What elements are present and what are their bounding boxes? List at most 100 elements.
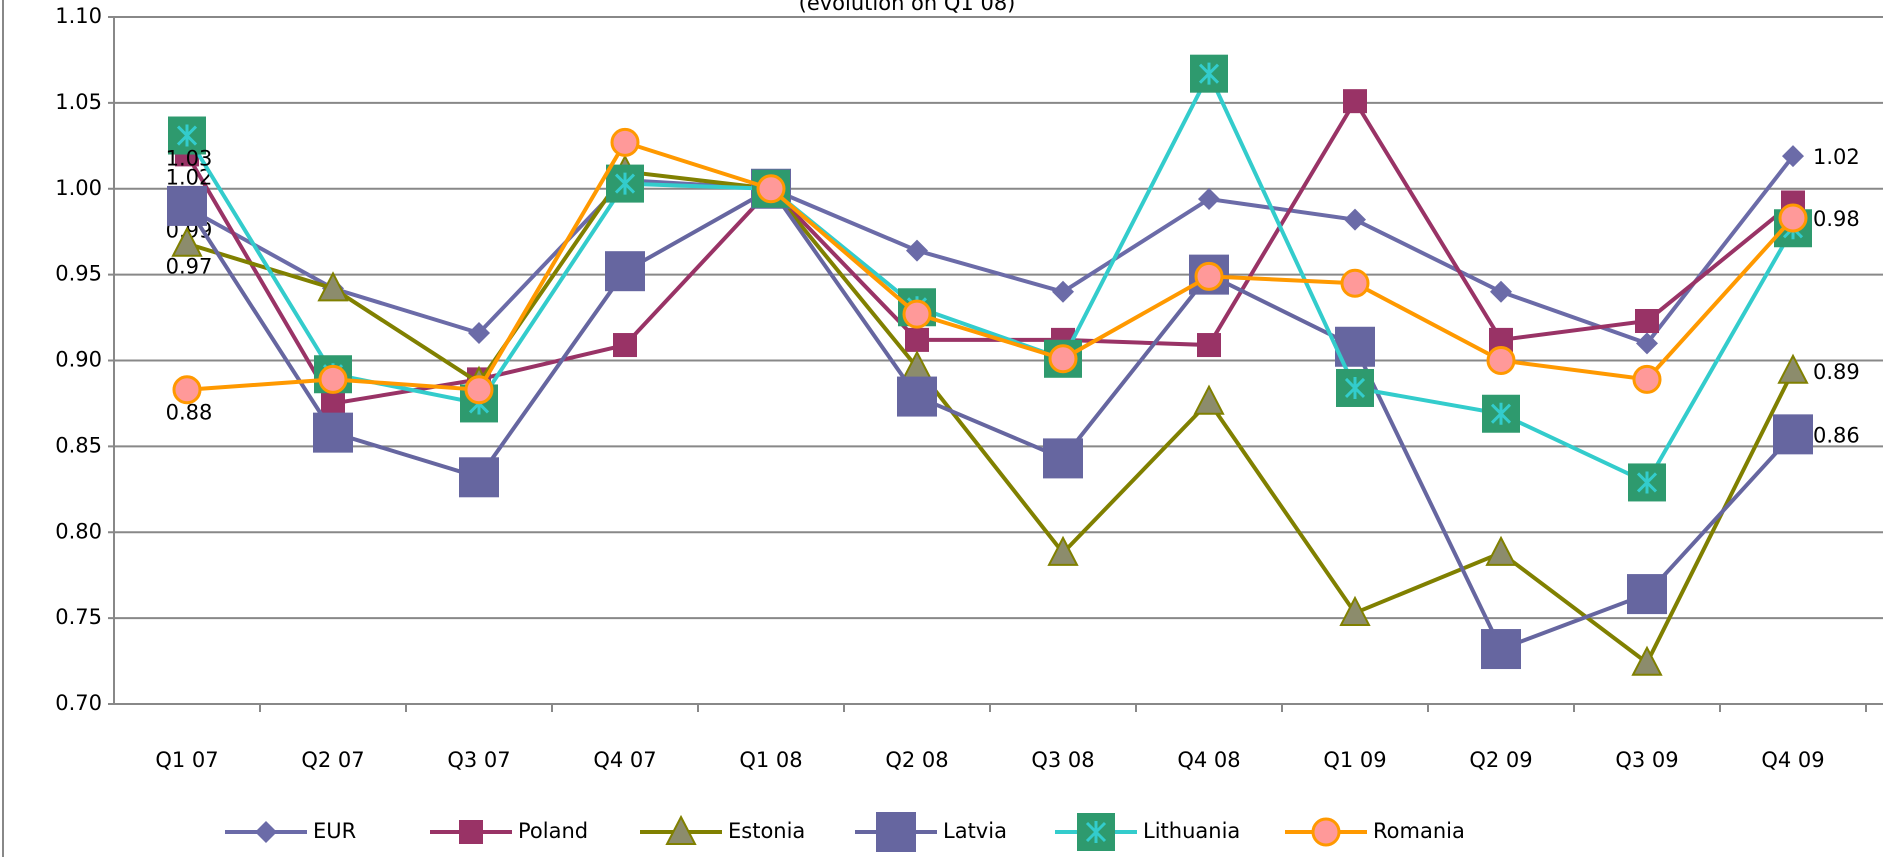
marker-shape (459, 457, 499, 498)
marker-shape (1636, 332, 1658, 355)
marker-shape (255, 821, 277, 843)
marker-shape (1194, 261, 1224, 291)
marker (1052, 280, 1074, 303)
series-line (185, 97, 1795, 406)
marker-shape (167, 185, 207, 226)
marker-shape (665, 814, 697, 845)
marker-shape (1340, 268, 1370, 298)
y-tick-label: 1.05 (55, 90, 102, 114)
marker-shape (172, 375, 202, 405)
marker (902, 299, 932, 329)
marker (255, 821, 277, 843)
y-tick-label: 0.80 (55, 519, 102, 543)
legend-label: Lithuania (1143, 819, 1240, 843)
marker-shape (1778, 203, 1808, 233)
marker-shape (1485, 535, 1517, 566)
marker (317, 271, 349, 302)
marker-shape (1198, 188, 1220, 211)
marker-shape (902, 299, 932, 329)
marker-shape (1481, 629, 1521, 670)
series-line (185, 69, 1795, 486)
marker-shape (464, 375, 494, 405)
y-tick-label: 0.90 (55, 348, 102, 372)
marker-shape (897, 376, 937, 417)
legend-label: EUR (313, 819, 356, 843)
data-label: 1.02 (1813, 145, 1860, 169)
marker-shape (1343, 89, 1367, 114)
marker (1047, 535, 1079, 566)
marker-shape (1052, 280, 1074, 303)
marker-shape (313, 412, 353, 453)
x-tick-label: Q2 07 (301, 748, 364, 772)
y-tick-label: 0.95 (55, 262, 102, 286)
marker (1340, 268, 1370, 298)
marker-shape (756, 174, 786, 204)
marker-shape (613, 333, 637, 358)
marker-shape (1627, 574, 1667, 615)
x-tick-label: Q1 08 (739, 748, 802, 772)
marker (1777, 353, 1809, 384)
data-label: 0.97 (166, 255, 213, 279)
marker (1628, 463, 1666, 502)
marker (606, 164, 644, 203)
marker (172, 375, 202, 405)
marker (897, 376, 937, 417)
marker (1636, 332, 1658, 355)
marker (321, 391, 345, 416)
y-tick-label: 0.75 (55, 605, 102, 629)
marker (459, 820, 483, 844)
marker (1485, 535, 1517, 566)
series-line (186, 154, 1795, 346)
marker-star (1085, 821, 1107, 843)
data-label: 1.02 (166, 165, 213, 189)
marker-shape (318, 364, 348, 394)
marker (1193, 384, 1225, 415)
marker (1627, 574, 1667, 615)
marker (464, 375, 494, 405)
marker-shape (1773, 414, 1813, 455)
marker (756, 174, 786, 204)
marker (313, 412, 353, 453)
marker-shape (1344, 208, 1366, 231)
marker (1631, 645, 1663, 676)
marker (1632, 364, 1662, 394)
marker-shape (321, 391, 345, 416)
marker-shape (1339, 595, 1371, 626)
marker-shape (876, 812, 916, 852)
x-tick-label: Q2 09 (1469, 748, 1532, 772)
marker-star (1198, 62, 1220, 85)
data-label: 0.89 (1813, 360, 1860, 384)
marker-shape (317, 271, 349, 302)
marker (1190, 54, 1228, 93)
data-label: 0.86 (1813, 423, 1860, 447)
marker-star (176, 124, 198, 147)
marker (610, 127, 640, 157)
marker-shape (1193, 384, 1225, 415)
marker-shape (1631, 645, 1663, 676)
x-tick-label: Q4 09 (1761, 748, 1824, 772)
series-line (186, 139, 1795, 392)
marker (1336, 368, 1374, 407)
marker-shape (1048, 344, 1078, 374)
marker-shape (171, 226, 203, 257)
marker (1635, 308, 1659, 333)
marker (167, 185, 207, 226)
x-tick-label: Q3 07 (447, 748, 510, 772)
marker-shape (905, 327, 929, 352)
marker-shape (1635, 308, 1659, 333)
marker (906, 239, 928, 262)
marker-shape (468, 322, 490, 345)
data-label: 0.98 (1813, 207, 1860, 231)
x-tick-label: Q3 09 (1615, 748, 1678, 772)
marker-star (1490, 402, 1512, 425)
marker (605, 251, 645, 292)
marker (1490, 280, 1512, 303)
x-tick-label: Q1 09 (1323, 748, 1386, 772)
marker-star (1344, 376, 1366, 399)
data-label: 0.88 (166, 401, 213, 425)
y-tick-label: 0.70 (55, 691, 102, 715)
marker (318, 364, 348, 394)
marker (1773, 414, 1813, 455)
marker-shape (605, 251, 645, 292)
marker (905, 327, 929, 352)
